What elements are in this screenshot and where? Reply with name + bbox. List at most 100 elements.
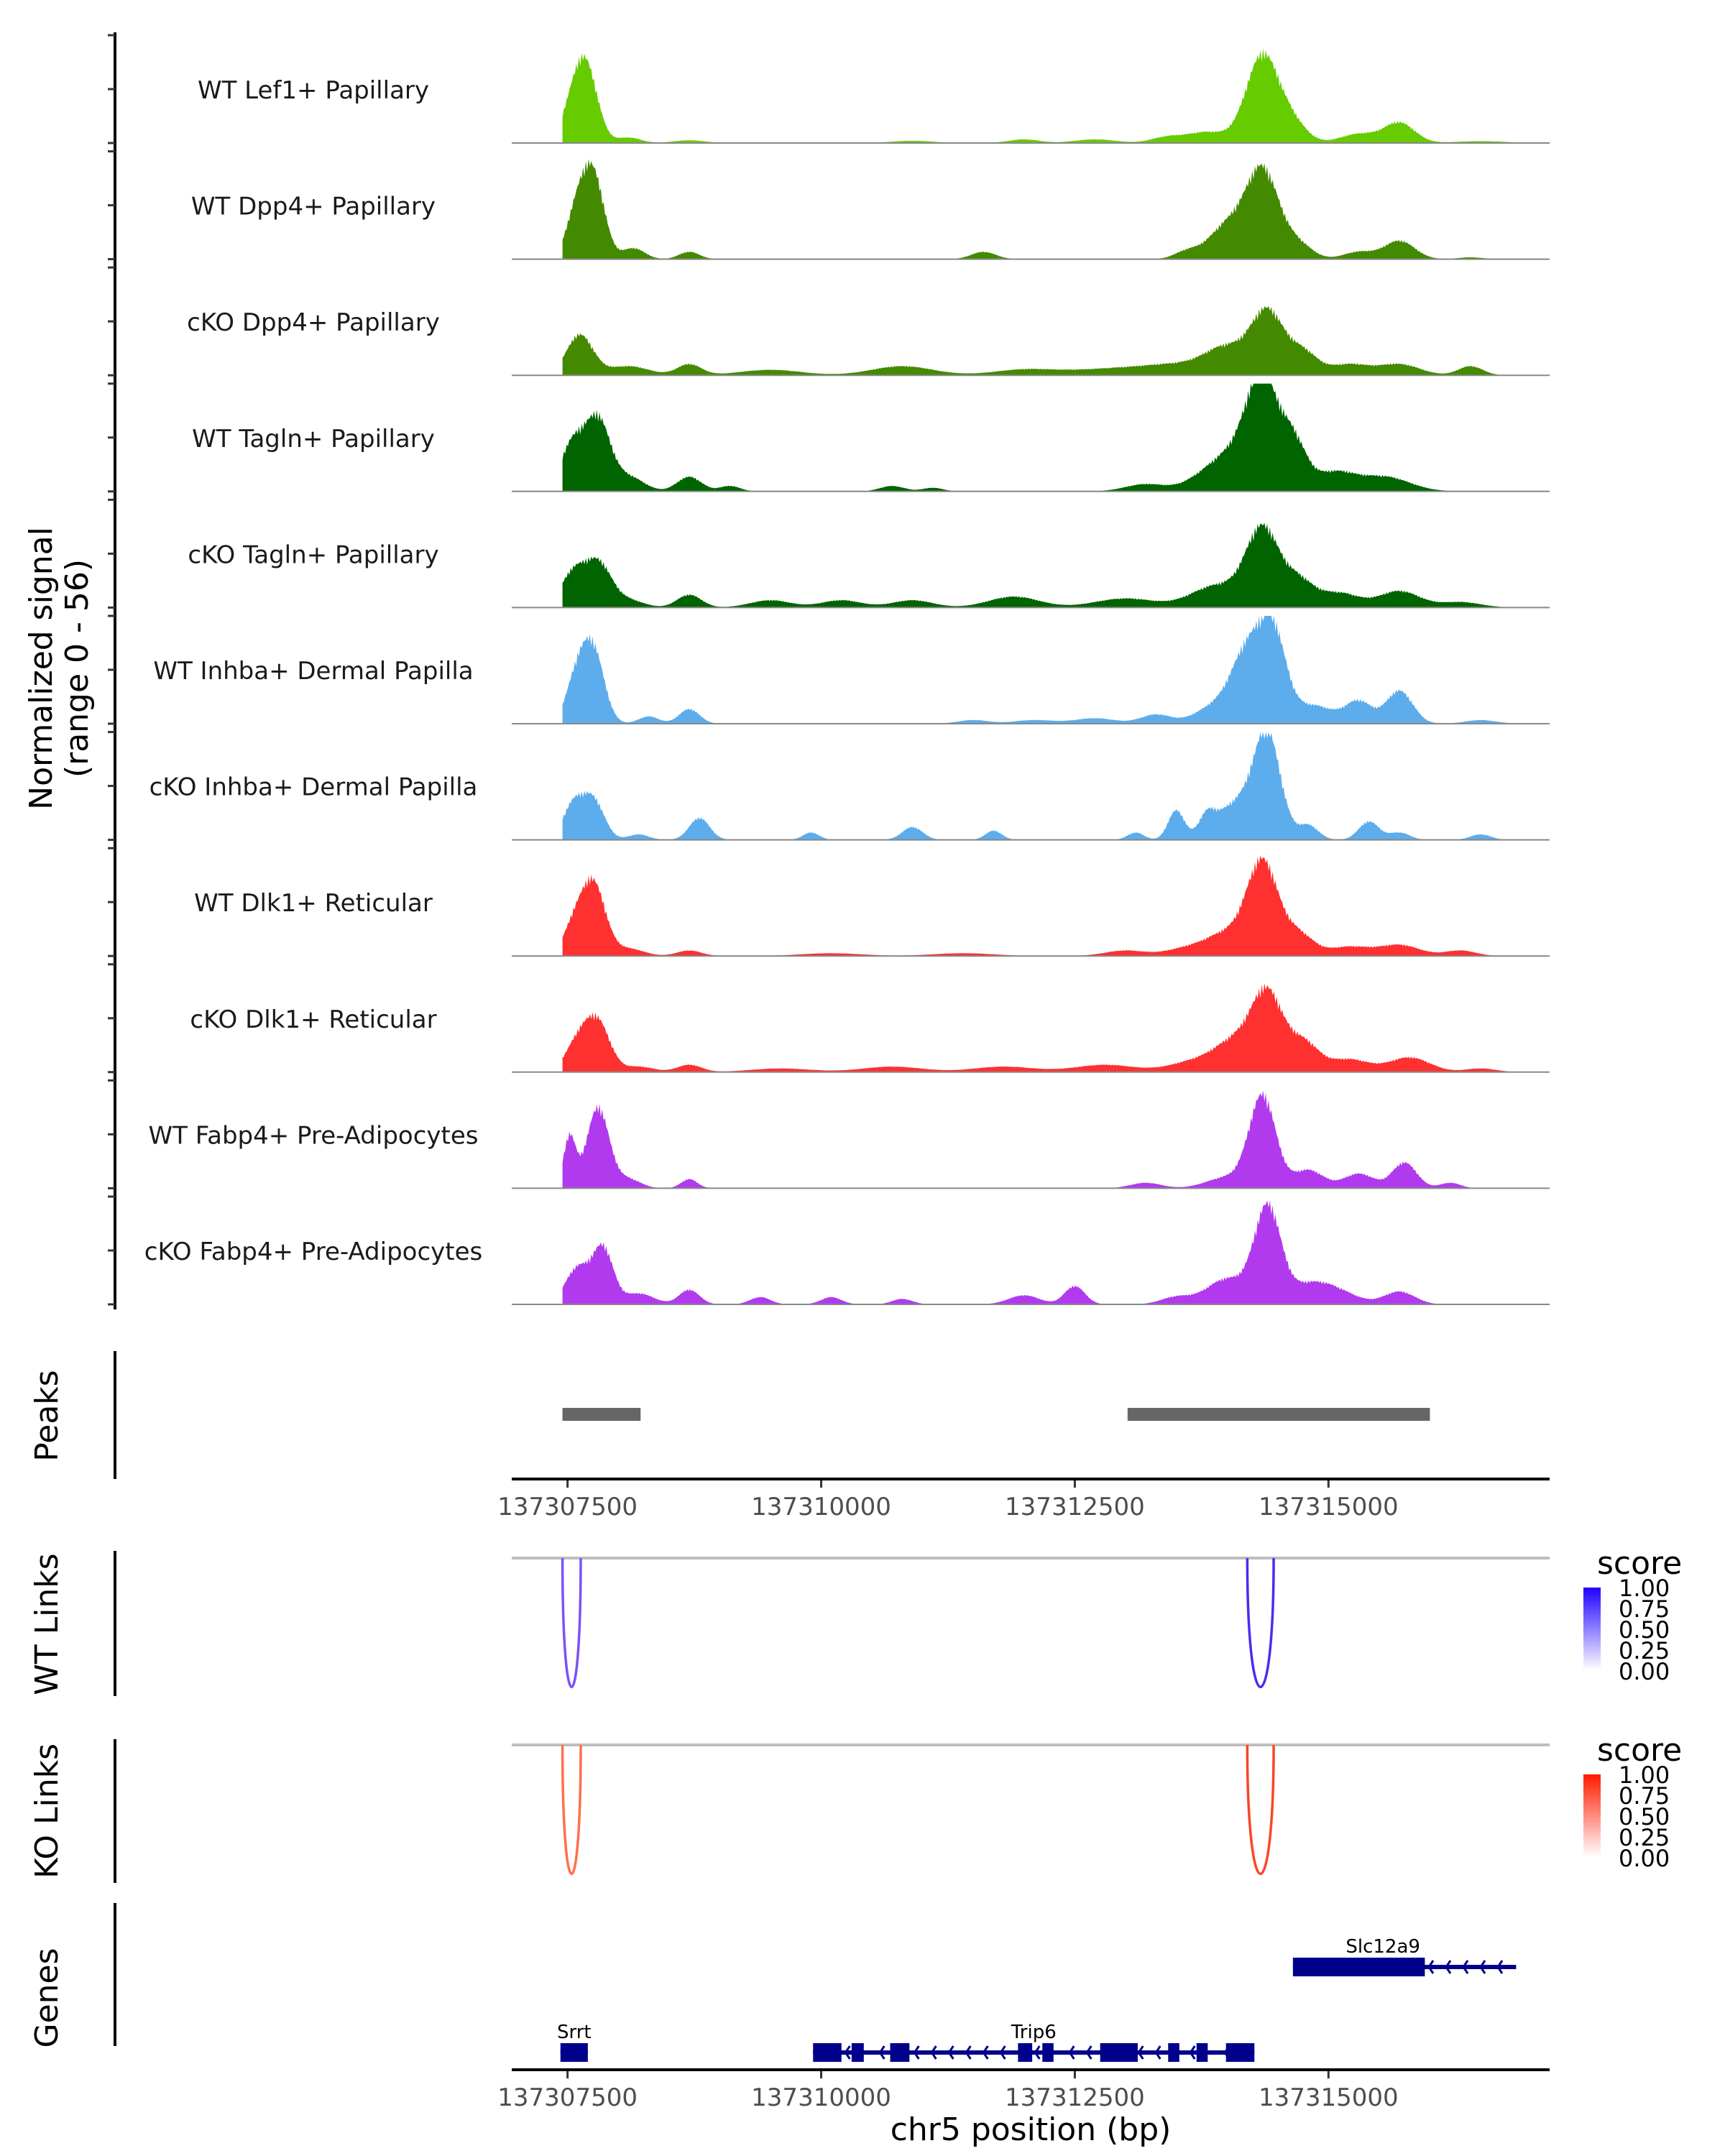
- genes-panel-label: Genes: [29, 1948, 65, 2047]
- x-tick-label: 137310000: [751, 1493, 891, 1521]
- coverage-track: WT Lef1+ Papillary: [198, 48, 1550, 144]
- x-tick-label: 137315000: [1259, 2083, 1399, 2112]
- gene-exon: [1018, 2043, 1033, 2062]
- gene-label: Srrt: [557, 2022, 592, 2043]
- coverage-track: WT Dlk1+ Reticular: [194, 855, 1550, 957]
- x-tick-label: 137307500: [497, 1493, 638, 1521]
- strand-arrow-icon: [965, 2045, 972, 2060]
- coverage-track: cKO Dpp4+ Papillary: [187, 306, 1550, 377]
- track-label: WT Tagln+ Papillary: [192, 425, 435, 453]
- genes-track: Slc12a9 Srrt Trip6: [557, 1936, 1517, 2062]
- gene-exon: [1225, 2043, 1255, 2062]
- strand-arrow-icon: [1445, 1960, 1452, 1974]
- gene-exon: [813, 2043, 842, 2062]
- legend-tick-label: 0.00: [1619, 1658, 1670, 1685]
- gene-model: Slc12a9: [1292, 1936, 1517, 1976]
- ko-links-track: [512, 1743, 1550, 1875]
- track-label: WT Lef1+ Papillary: [198, 76, 429, 105]
- strand-arrow-icon: [1427, 1960, 1435, 1974]
- coverage-area: [562, 48, 1550, 143]
- strand-arrow-icon: [1137, 2045, 1144, 2060]
- x-tick-label: 137312500: [1005, 2083, 1145, 2112]
- strand-arrow-icon: [1034, 2045, 1041, 2060]
- legend-tick-label: 0.75: [1619, 1595, 1670, 1623]
- track-label: WT Inhba+ Dermal Papilla: [153, 657, 473, 686]
- strand-arrow-icon: [1154, 2045, 1162, 2060]
- strand-arrow-icon: [1462, 1960, 1469, 1974]
- gene-exon: [1100, 2043, 1138, 2062]
- gene-label: Slc12a9: [1346, 1936, 1420, 1958]
- coverage-y-ticks: [108, 34, 115, 1306]
- x-tick-label: 137315000: [1259, 1493, 1399, 1521]
- coverage-area: [562, 732, 1550, 840]
- strand-arrow-icon: [913, 2045, 920, 2060]
- x-tick-label: 137310000: [751, 2083, 891, 2112]
- coverage-ylabel-line2: (range 0 - 56): [59, 559, 96, 778]
- legend-tick-label: 0.25: [1619, 1637, 1670, 1664]
- link-arc: [561, 1744, 582, 1875]
- wt-links-panel-label: WT Links: [29, 1553, 65, 1695]
- strand-arrow-icon: [1479, 1960, 1486, 1974]
- coverage-area: [562, 855, 1550, 957]
- legend-colorbar: [1583, 1774, 1601, 1857]
- legend-tick-label: 0.50: [1619, 1803, 1670, 1830]
- track-label: cKO Dlk1+ Reticular: [190, 1005, 436, 1034]
- coverage-track: WT Fabp4+ Pre-Adipocytes: [149, 1090, 1550, 1189]
- x-axis-ticks-top: 137307500 137310000 137312500 137315000: [497, 1480, 1399, 1521]
- strand-arrow-icon: [947, 2045, 954, 2060]
- track-label: cKO Tagln+ Papillary: [188, 540, 438, 569]
- coverage-track: cKO Inhba+ Dermal Papilla: [150, 732, 1550, 841]
- coverage-track: cKO Fabp4+ Pre-Adipocytes: [144, 1200, 1550, 1305]
- link-arc: [1246, 1744, 1275, 1875]
- x-tick-label: 137312500: [1005, 1493, 1145, 1521]
- track-label: cKO Fabp4+ Pre-Adipocytes: [144, 1238, 483, 1266]
- track-label: cKO Inhba+ Dermal Papilla: [150, 773, 478, 802]
- coverage-area: [562, 1200, 1550, 1304]
- wt-links-track: [512, 1557, 1550, 1688]
- gene-exon: [1292, 1958, 1425, 1976]
- track-label: WT Dlk1+ Reticular: [194, 889, 433, 918]
- peaks-track: [562, 1408, 1430, 1421]
- coverage-area: [562, 383, 1550, 492]
- coverage-track: WT Inhba+ Dermal Papilla: [153, 616, 1550, 724]
- strand-arrow-icon: [1496, 1960, 1504, 1974]
- peaks-panel-label: Peaks: [29, 1370, 65, 1461]
- gene-exon: [1168, 2043, 1179, 2062]
- strand-arrow-icon: [1189, 2045, 1196, 2060]
- coverage-tracks: WT Lef1+ Papillary WT Dpp4+ Papillary cKO …: [144, 48, 1550, 1305]
- legend-tick-label: 0.00: [1619, 1845, 1670, 1872]
- legend-title: score: [1597, 1545, 1682, 1582]
- strand-arrow-icon: [982, 2045, 989, 2060]
- gene-exon: [1196, 2043, 1208, 2062]
- legend-tick-label: 0.50: [1619, 1616, 1670, 1644]
- coverage-area: [562, 306, 1550, 376]
- link-arc: [1246, 1557, 1275, 1688]
- legend-tick-label: 1.00: [1619, 1575, 1670, 1602]
- gene-model: Srrt: [557, 2022, 592, 2062]
- ko-links-panel-label: KO Links: [29, 1743, 65, 1879]
- track-label: WT Fabp4+ Pre-Adipocytes: [149, 1121, 479, 1150]
- strand-arrow-icon: [844, 2045, 851, 2060]
- strand-arrow-icon: [930, 2045, 937, 2060]
- x-axis-title: chr5 position (bp): [891, 2111, 1172, 2148]
- legend-tick-label: 0.75: [1619, 1782, 1670, 1810]
- strand-arrow-icon: [1085, 2045, 1092, 2060]
- legend-colorbar: [1583, 1588, 1601, 1670]
- peak-region: [1127, 1408, 1430, 1421]
- strand-arrow-icon: [999, 2045, 1006, 2060]
- coverage-area: [562, 522, 1550, 608]
- gene-model: Trip6: [813, 2022, 1255, 2062]
- x-axis-ticks-bottom: 137307500 137310000 137312500 137315000: [497, 2071, 1399, 2112]
- gene-exon: [890, 2043, 910, 2062]
- legend-tick-label: 0.25: [1619, 1824, 1670, 1851]
- coverage-area: [562, 1090, 1550, 1189]
- link-arc: [561, 1557, 582, 1688]
- gene-exon: [560, 2043, 588, 2062]
- coverage-track: WT Tagln+ Papillary: [192, 383, 1550, 492]
- coverage-area: [562, 159, 1550, 259]
- gene-exon: [1042, 2043, 1054, 2062]
- track-label: cKO Dpp4+ Papillary: [187, 308, 440, 337]
- legend-tick-label: 1.00: [1619, 1761, 1670, 1789]
